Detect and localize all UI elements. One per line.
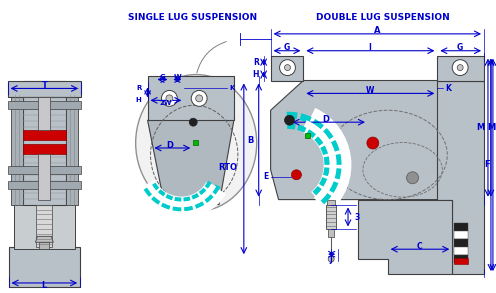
Text: G: G [457, 43, 463, 52]
Text: J: J [330, 255, 333, 264]
Circle shape [191, 91, 207, 106]
Text: A: A [373, 26, 380, 35]
Text: I: I [369, 43, 372, 52]
Polygon shape [271, 56, 304, 81]
Polygon shape [328, 229, 334, 237]
Text: F: F [484, 160, 490, 169]
Polygon shape [38, 97, 50, 130]
Text: K: K [229, 86, 234, 91]
Text: D: D [166, 141, 173, 149]
Polygon shape [22, 81, 66, 205]
Text: G: G [283, 43, 290, 52]
Polygon shape [22, 144, 66, 154]
Polygon shape [148, 120, 234, 205]
Polygon shape [7, 101, 81, 109]
Polygon shape [36, 200, 52, 247]
Polygon shape [7, 166, 81, 174]
Text: B: B [248, 136, 254, 144]
Text: W: W [174, 74, 181, 79]
Text: L: L [42, 282, 47, 290]
Bar [454, 247, 468, 255]
Text: C: C [417, 242, 422, 251]
Polygon shape [8, 247, 80, 287]
Bar [193, 140, 198, 145]
Polygon shape [326, 205, 336, 229]
Text: SINGLE LUG SUSPENSION: SINGLE LUG SUSPENSION [127, 13, 257, 23]
Polygon shape [327, 200, 335, 205]
Text: R: R [136, 86, 142, 91]
Circle shape [280, 60, 296, 76]
Polygon shape [13, 200, 75, 249]
Polygon shape [7, 181, 81, 189]
Bar [454, 223, 468, 231]
Circle shape [196, 95, 203, 102]
Polygon shape [22, 130, 66, 140]
Polygon shape [437, 81, 484, 274]
Text: T: T [42, 81, 47, 90]
Bar [454, 255, 468, 263]
Text: E: E [263, 172, 269, 181]
Circle shape [452, 60, 468, 76]
Polygon shape [358, 200, 452, 274]
Bar [454, 258, 468, 264]
Circle shape [367, 137, 379, 149]
Polygon shape [10, 96, 22, 205]
Circle shape [292, 170, 302, 180]
Polygon shape [39, 242, 49, 249]
Text: M: M [487, 123, 495, 132]
Polygon shape [38, 154, 50, 200]
Circle shape [166, 95, 173, 102]
Circle shape [457, 65, 463, 71]
Bar [454, 231, 468, 239]
Text: R: R [253, 58, 259, 67]
Circle shape [407, 172, 419, 184]
Text: DOUBLE LUG SUSPENSION: DOUBLE LUG SUSPENSION [316, 13, 450, 23]
Text: W: W [366, 86, 374, 95]
Circle shape [285, 65, 291, 71]
Polygon shape [148, 76, 234, 120]
Text: D: D [323, 115, 330, 124]
Bar [306, 133, 310, 138]
Text: RTO: RTO [218, 163, 237, 172]
Circle shape [328, 256, 334, 262]
Polygon shape [271, 81, 484, 200]
Polygon shape [437, 56, 484, 81]
Ellipse shape [136, 74, 257, 212]
Bar [454, 239, 468, 247]
Text: M: M [477, 123, 485, 132]
Polygon shape [66, 96, 78, 205]
Text: 2W: 2W [159, 100, 172, 106]
Polygon shape [7, 81, 81, 97]
Text: K: K [445, 84, 451, 93]
Circle shape [162, 91, 178, 106]
Circle shape [189, 118, 197, 126]
Circle shape [285, 115, 295, 125]
Text: H: H [252, 70, 259, 79]
Text: H: H [136, 97, 142, 103]
Polygon shape [35, 236, 53, 242]
Text: 3: 3 [355, 213, 360, 222]
Text: G: G [160, 74, 165, 79]
